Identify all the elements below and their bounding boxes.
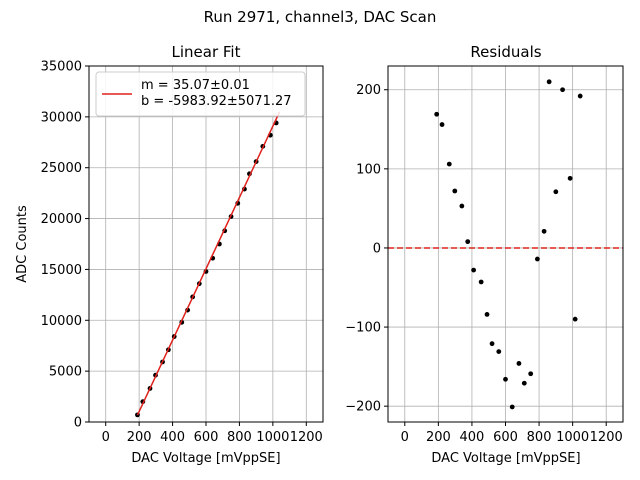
residuals-point-20 bbox=[560, 87, 565, 93]
residuals-xtick-label-0: 0 bbox=[401, 430, 409, 445]
residuals-point-23 bbox=[577, 93, 583, 99]
residuals-point-15 bbox=[528, 371, 534, 377]
linear-fit-xtick-label-3: 600 bbox=[194, 430, 219, 445]
linear-fit-ytick-label-7: 35000 bbox=[41, 60, 82, 75]
linear-fit-panel: Linear Fit DAC Voltage [mVppSE] ADC Coun… bbox=[15, 43, 324, 466]
residuals-point-17 bbox=[541, 228, 547, 234]
residuals-point-5 bbox=[465, 239, 471, 245]
residuals-ytick-label-0: −200 bbox=[345, 400, 381, 415]
residuals-point-3 bbox=[452, 188, 458, 194]
linear-fit-xtick-label-2: 400 bbox=[160, 430, 185, 445]
residuals-point-8 bbox=[484, 312, 490, 317]
residuals-title: Residuals bbox=[470, 43, 541, 61]
residuals-xlabel: DAC Voltage [mVppSE] bbox=[431, 451, 580, 466]
residuals-point-14 bbox=[521, 380, 527, 386]
residuals-point-7 bbox=[478, 279, 484, 285]
linear-fit-xtick-label-1: 200 bbox=[127, 430, 152, 445]
residuals-ytick-label-4: 200 bbox=[356, 83, 381, 98]
linear-fit-ytick-label-4: 20000 bbox=[41, 212, 82, 227]
residuals-point-0 bbox=[434, 111, 440, 117]
linear-fit-ytick-label-5: 25000 bbox=[41, 161, 82, 176]
linear-fit-xtick-label-6: 1200 bbox=[290, 430, 323, 445]
linear-fit-xlabel: DAC Voltage [mVppSE] bbox=[131, 451, 280, 466]
residuals-point-1 bbox=[439, 122, 445, 127]
residuals-ytick-label-2: 0 bbox=[373, 241, 381, 256]
linear-fit-xtick-label-4: 800 bbox=[227, 430, 252, 445]
residuals-point-21 bbox=[567, 175, 573, 181]
residuals-ytick-label-1: −100 bbox=[345, 321, 381, 336]
residuals-point-22 bbox=[572, 316, 578, 322]
linear-fit-title: Linear Fit bbox=[172, 43, 241, 61]
residuals-point-11 bbox=[503, 376, 508, 382]
residuals-xtick-label-5: 1000 bbox=[556, 430, 589, 445]
residuals-point-18 bbox=[546, 79, 552, 85]
figure-suptitle: Run 2971, channel3, DAC Scan bbox=[204, 8, 437, 26]
residuals-point-12 bbox=[509, 404, 515, 410]
residuals-point-2 bbox=[446, 161, 452, 167]
residuals-xtick-label-1: 200 bbox=[426, 430, 451, 445]
linear-fit-xtick-label-5: 1000 bbox=[256, 430, 289, 445]
residuals-point-9 bbox=[489, 341, 495, 347]
residuals-point-16 bbox=[534, 256, 540, 262]
residuals-point-6 bbox=[471, 267, 477, 273]
linear-fit-ytick-label-1: 5000 bbox=[49, 365, 82, 380]
residuals-point-13 bbox=[516, 361, 522, 366]
linear-fit-ylabel: ADC Counts bbox=[15, 205, 30, 283]
linear-fit-ytick-label-2: 10000 bbox=[41, 314, 82, 329]
linear-fit-legend-box bbox=[95, 71, 306, 117]
residuals-xtick-label-4: 800 bbox=[527, 430, 552, 445]
residuals-xtick-label-3: 600 bbox=[493, 430, 518, 445]
linear-fit-ytick-label-6: 30000 bbox=[41, 110, 82, 125]
residuals-panel: Residuals DAC Voltage [mVppSE] 0 200 400 60… bbox=[345, 43, 624, 466]
linear-fit-legend-label-0: m = 35.07±0.01 bbox=[141, 78, 250, 93]
linear-fit-legend-label-1: b = -5983.92±5071.27 bbox=[141, 94, 292, 109]
linear-fit-ytick-label-0: 0 bbox=[74, 416, 82, 431]
residuals-point-10 bbox=[496, 349, 502, 354]
residuals-ytick-label-3: 100 bbox=[356, 162, 381, 177]
residuals-point-4 bbox=[459, 203, 465, 209]
linear-fit-fit-line bbox=[136, 111, 281, 416]
linear-fit-xtick-label-0: 0 bbox=[102, 430, 110, 445]
residuals-point-19 bbox=[553, 189, 559, 195]
residuals-xtick-label-6: 1200 bbox=[590, 430, 623, 445]
residuals-xtick-label-2: 400 bbox=[460, 430, 485, 445]
linear-fit-ytick-label-3: 15000 bbox=[41, 263, 82, 278]
